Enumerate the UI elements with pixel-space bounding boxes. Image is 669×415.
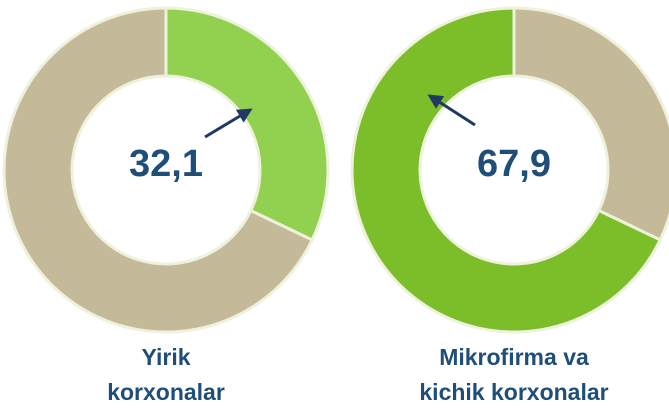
category-label: korxonalar (107, 379, 225, 405)
category-label: Mikrofirma va (439, 344, 589, 370)
category-label: Yirik (141, 344, 190, 370)
arrow (427, 94, 476, 127)
value-label: 67,9 (477, 143, 551, 185)
donut-segment (164, 6, 330, 242)
category-label: kichik korxonalar (419, 379, 608, 405)
value-label: 32,1 (129, 143, 203, 185)
donut-segment (350, 6, 663, 334)
rest-segment (512, 6, 669, 242)
arrow (204, 108, 253, 139)
rest-segment (2, 6, 315, 334)
